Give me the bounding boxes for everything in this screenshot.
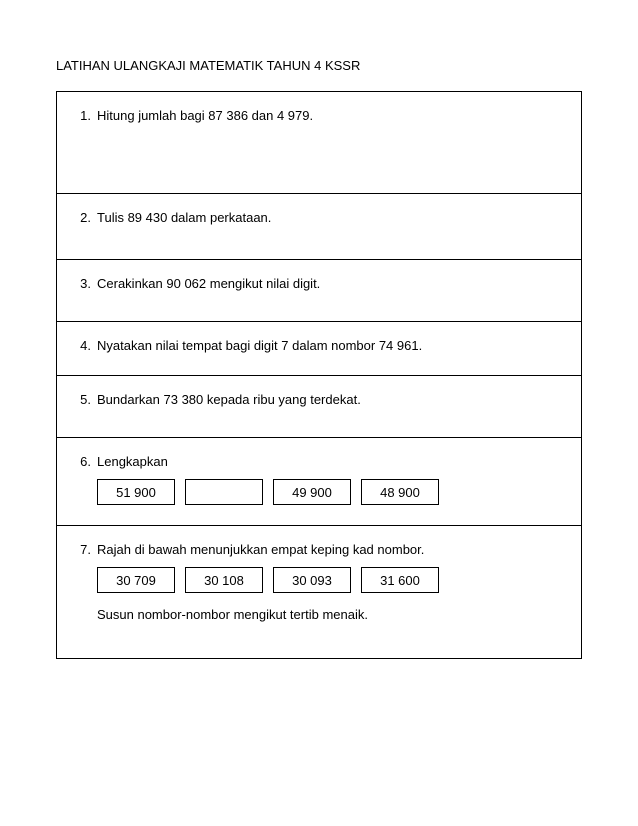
question-number: 6.: [75, 454, 97, 469]
page-title: LATIHAN ULANGKAJI MATEMATIK TAHUN 4 KSSR: [56, 58, 582, 73]
question-text: Cerakinkan 90 062 mengikut nilai digit.: [97, 276, 563, 291]
question-1: 1. Hitung jumlah bagi 87 386 dan 4 979.: [57, 92, 581, 194]
question-number: 3.: [75, 276, 97, 291]
number-box: 48 900: [361, 479, 439, 505]
question-number: 2.: [75, 210, 97, 225]
question-5: 5. Bundarkan 73 380 kepada ribu yang ter…: [57, 376, 581, 438]
question-text: Bundarkan 73 380 kepada ribu yang terdek…: [97, 392, 563, 407]
question-text: Lengkapkan: [97, 454, 563, 469]
question-text: Tulis 89 430 dalam perkataan.: [97, 210, 563, 225]
question-after-text: Susun nombor-nombor mengikut tertib mena…: [97, 607, 563, 622]
question-number: 7.: [75, 542, 97, 557]
number-box: 30 093: [273, 567, 351, 593]
question-2: 2. Tulis 89 430 dalam perkataan.: [57, 194, 581, 260]
question-text: Nyatakan nilai tempat bagi digit 7 dalam…: [97, 338, 563, 353]
number-box: 30 108: [185, 567, 263, 593]
question-text: Hitung jumlah bagi 87 386 dan 4 979.: [97, 108, 563, 123]
questions-container: 1. Hitung jumlah bagi 87 386 dan 4 979. …: [56, 91, 582, 659]
number-boxes: 30 709 30 108 30 093 31 600: [97, 567, 563, 593]
question-number: 4.: [75, 338, 97, 353]
number-box: 51 900: [97, 479, 175, 505]
question-7: 7. Rajah di bawah menunjukkan empat kepi…: [57, 526, 581, 658]
question-6: 6. Lengkapkan 51 900 49 900 48 900: [57, 438, 581, 526]
question-number: 5.: [75, 392, 97, 407]
question-3: 3. Cerakinkan 90 062 mengikut nilai digi…: [57, 260, 581, 322]
number-box: [185, 479, 263, 505]
question-4: 4. Nyatakan nilai tempat bagi digit 7 da…: [57, 322, 581, 376]
question-number: 1.: [75, 108, 97, 123]
number-box: 49 900: [273, 479, 351, 505]
question-text: Rajah di bawah menunjukkan empat keping …: [97, 542, 563, 557]
number-box: 30 709: [97, 567, 175, 593]
number-boxes: 51 900 49 900 48 900: [97, 479, 563, 505]
number-box: 31 600: [361, 567, 439, 593]
